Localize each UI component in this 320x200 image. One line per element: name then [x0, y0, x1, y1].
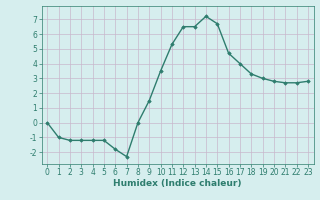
X-axis label: Humidex (Indice chaleur): Humidex (Indice chaleur) — [113, 179, 242, 188]
